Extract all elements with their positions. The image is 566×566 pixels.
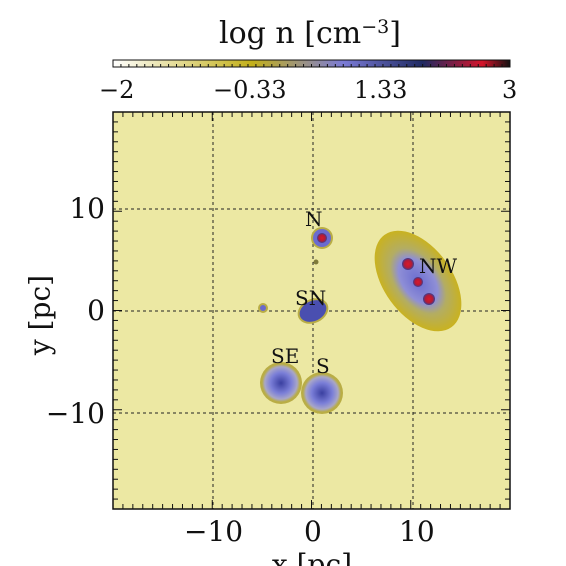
colorbar-title: log n [cm−3] (219, 16, 401, 51)
region-label-se: SE (271, 344, 300, 368)
region-label-s: S (316, 354, 330, 378)
y-tick-minus-10: −10 (45, 397, 105, 430)
x-tick-0: 0 (304, 515, 322, 548)
colorbar-tick-2: −0.33 (213, 76, 287, 104)
region-label-sn: SN (295, 286, 327, 310)
y-axis-label: y [pc] (23, 274, 57, 356)
x-tick-minus-10: −10 (184, 515, 244, 548)
x-tick-10: 10 (399, 515, 435, 548)
y-tick-0: 0 (87, 294, 105, 327)
colorbar-tick-3: 1.33 (354, 76, 408, 104)
axis-minor-ticks (113, 64, 510, 509)
region-se-cloud (260, 362, 302, 404)
region-n-cloud (311, 227, 333, 265)
x-axis-label: x [pc] (271, 548, 353, 566)
colorbar-tick-min: −2 (99, 76, 135, 104)
colorbar-tick-max: 3 (502, 76, 518, 104)
region-label-nw: NW (419, 254, 458, 278)
region-label-n: N (305, 207, 323, 231)
region-sn-cloud (258, 298, 329, 324)
region-s-cloud (301, 372, 343, 414)
region-nw-cloud (374, 230, 462, 332)
y-tick-10: 10 (69, 192, 105, 225)
